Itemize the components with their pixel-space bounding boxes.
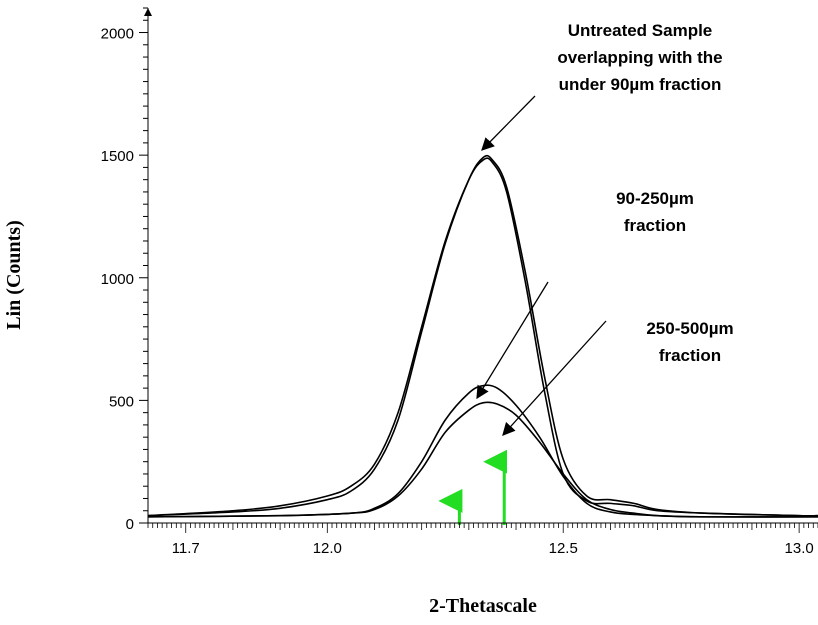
axis-layer: 0 500 1000 1500 2000 11.7 12.0 12.5 13.0 (101, 7, 818, 557)
annotation-3: 250-500µm fraction (502, 319, 734, 436)
x-tick-label: 13.0 (785, 540, 814, 557)
annotation-layer: Untreated Sample overlapping with the unde… (476, 21, 734, 436)
y-tick-label: 500 (109, 393, 134, 410)
annotation-text: fraction (624, 216, 686, 235)
annotation-text: overlapping with the (557, 48, 722, 67)
annotation-text: 90-250µm (616, 189, 694, 208)
annotation-arrow (476, 281, 549, 400)
marker-layer (438, 449, 508, 525)
x-axis-title: 2-Thetascale (429, 595, 537, 617)
annotation-text: fraction (659, 346, 721, 365)
annotation-text: Untreated Sample (568, 21, 713, 40)
annotation-1: Untreated Sample overlapping with the unde… (481, 21, 723, 151)
y-axis-arrow (144, 8, 152, 16)
series-layer (147, 154, 818, 518)
y-tick-label: 1500 (101, 148, 134, 165)
series-line-2 (147, 154, 818, 517)
x-tick-label: 11.7 (172, 540, 200, 557)
y-axis-title: Lin (Counts) (3, 220, 25, 329)
x-tick-label: 12.5 (549, 540, 578, 557)
annotation-2: 90-250µm fraction (476, 189, 694, 400)
series-line-3 (147, 384, 818, 518)
series-line-1 (147, 157, 818, 517)
y-tick-label: 1000 (101, 271, 134, 288)
series-line-4 (147, 401, 818, 518)
annotation-text: under 90µm fraction (559, 75, 722, 94)
annotation-arrow (502, 320, 607, 436)
y-tick-label: 0 (126, 516, 134, 533)
y-tick-label: 2000 (101, 26, 134, 43)
annotation-arrow (481, 95, 536, 151)
x-tick-label: 12.0 (313, 540, 342, 557)
annotation-text: 250-500µm (646, 319, 733, 338)
